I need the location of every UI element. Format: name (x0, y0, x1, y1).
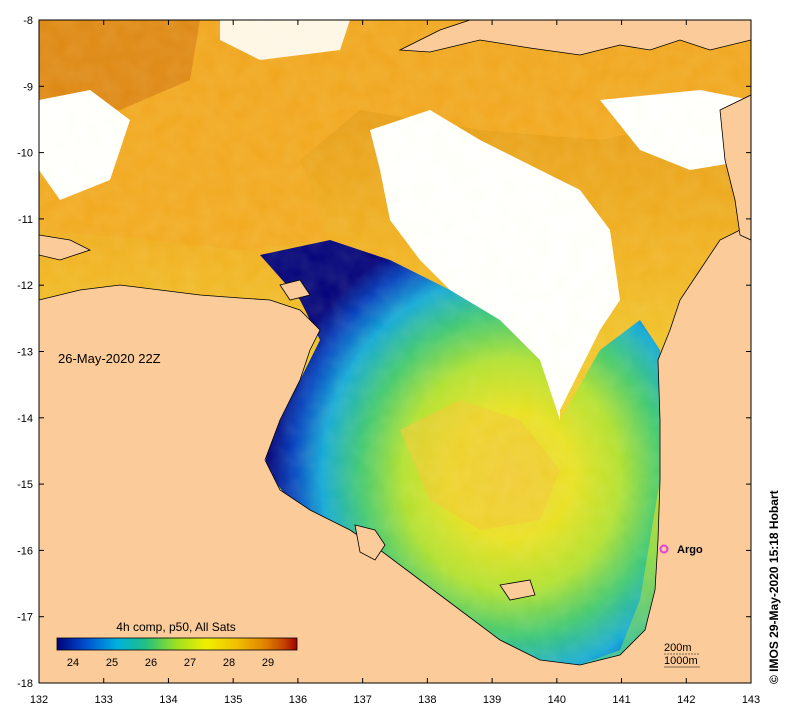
colorbar (56, 637, 298, 651)
island (279, 279, 311, 301)
argo-float-marker (659, 544, 669, 554)
land-new-guinea (398, 20, 751, 56)
lon-tick-label: 138 (418, 694, 436, 706)
lat-tick-label: -8 (23, 15, 33, 27)
colorbar-tick-label: 25 (106, 657, 118, 669)
lon-tick-label: 142 (677, 694, 695, 706)
lon-tick-label: 140 (548, 694, 566, 706)
lat-tick-label: -16 (17, 545, 33, 557)
lon-tick-label: 143 (742, 694, 760, 706)
legend-title: 4h comp, p50, All Sats (116, 620, 235, 634)
lat-tick-label: -15 (17, 479, 33, 491)
island-tiwi (39, 234, 92, 261)
island-mornington (499, 579, 536, 601)
colorbar-tick-label: 29 (262, 657, 274, 669)
land-cape-york (719, 94, 751, 241)
lon-tick-label: 141 (612, 694, 630, 706)
lat-tick-label: -17 (17, 612, 33, 624)
lon-tick-label: 139 (483, 694, 501, 706)
lat-tick-label: -9 (23, 81, 33, 93)
argo-label: Argo (677, 544, 703, 556)
credit-label: © IMOS 29-May-2020 15:18 Hobart (767, 490, 781, 684)
lon-tick-label: 132 (30, 694, 48, 706)
lat-tick-label: -11 (18, 214, 33, 226)
longitude-axis: 132 133 134 135 136 137 138 139 140 141 142 143 (30, 20, 760, 706)
lon-tick-label: 135 (224, 694, 242, 706)
isobath-200-label: 200m (664, 642, 692, 654)
colorbar-tick-label: 24 (67, 657, 79, 669)
lat-tick-label: -12 (17, 280, 33, 292)
lat-tick-label: -10 (17, 148, 33, 160)
lon-tick-label: 137 (353, 694, 371, 706)
isobath-1000-label: 1000m (664, 655, 698, 667)
date-label: 26-May-2020 22Z (58, 351, 161, 366)
lat-tick-label: -18 (17, 678, 33, 690)
map-area (39, 20, 751, 683)
island-groote (354, 524, 386, 561)
land-australia (39, 229, 751, 683)
lon-tick-label: 134 (159, 694, 177, 706)
lon-tick-label: 136 (289, 694, 307, 706)
lon-tick-label: 133 (95, 694, 113, 706)
colorbar-ticks: 24 25 26 27 28 29 (67, 657, 274, 669)
lat-tick-label: -13 (17, 347, 33, 359)
colorbar-tick-label: 27 (184, 657, 196, 669)
colorbar-tick-label: 26 (145, 657, 157, 669)
colorbar-tick-label: 28 (223, 657, 235, 669)
lat-tick-label: -14 (17, 413, 33, 425)
latitude-axis: -8 -9 -10 -11 -12 -13 -14 -15 -16 -17 -18 (17, 15, 751, 690)
